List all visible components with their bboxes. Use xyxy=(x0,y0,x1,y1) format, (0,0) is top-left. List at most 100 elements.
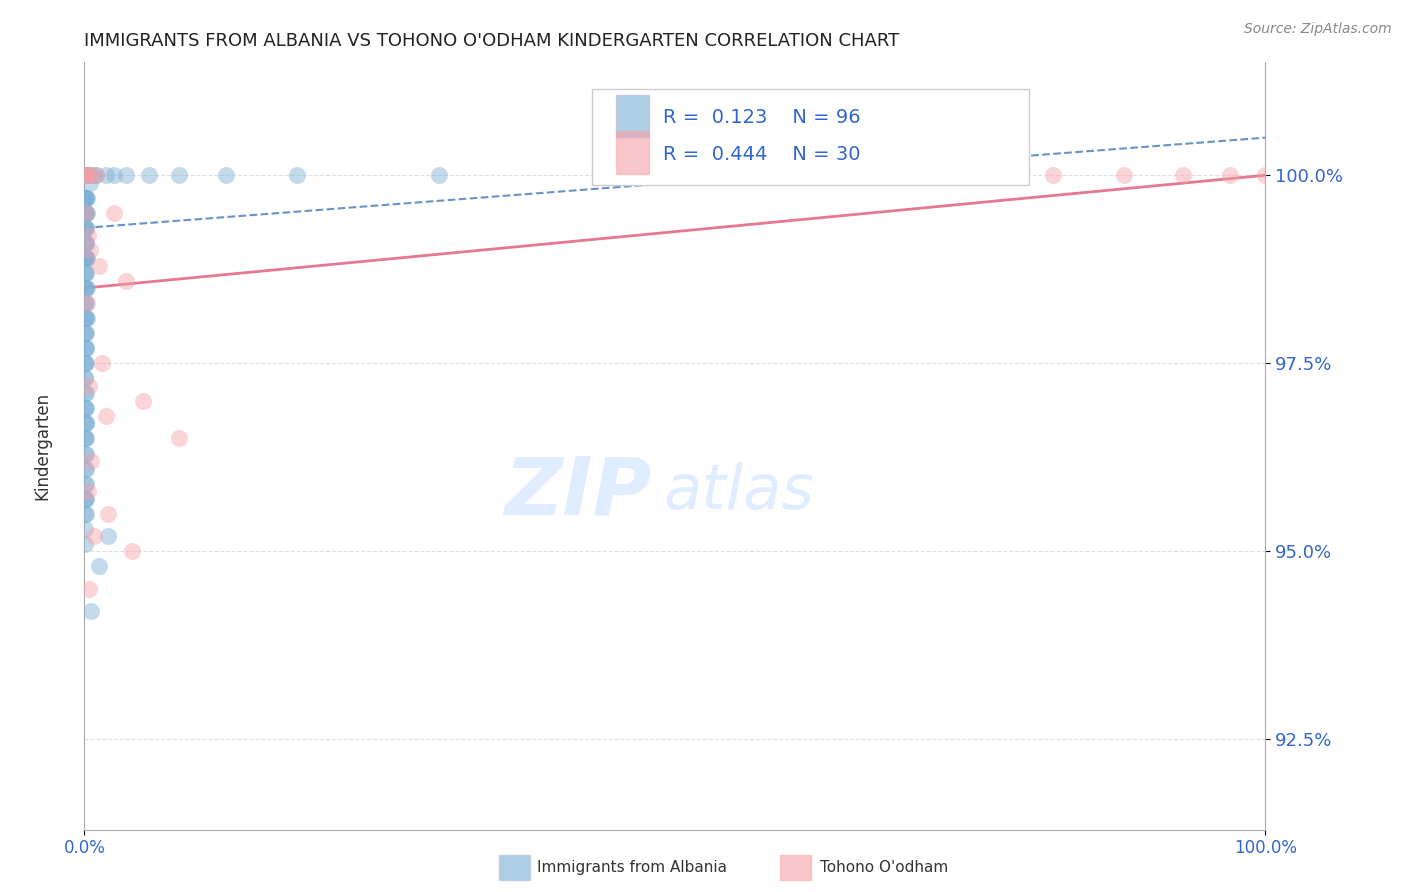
Point xyxy=(75,491,97,506)
Point xyxy=(132,393,155,408)
Point xyxy=(73,446,96,460)
Point xyxy=(91,356,114,370)
Point xyxy=(73,417,96,431)
Point xyxy=(94,409,117,423)
Point xyxy=(76,191,98,205)
Point xyxy=(103,206,125,220)
Point xyxy=(1042,168,1064,182)
Point xyxy=(80,454,103,468)
Point xyxy=(75,235,97,250)
Point xyxy=(138,168,160,182)
Point xyxy=(75,220,97,235)
Point xyxy=(84,168,107,182)
Point xyxy=(75,326,97,341)
Point xyxy=(75,235,97,250)
Point xyxy=(75,220,97,235)
Point xyxy=(87,559,110,574)
Point xyxy=(73,461,96,475)
Point xyxy=(73,522,96,536)
Point xyxy=(75,356,97,370)
Point xyxy=(75,168,97,182)
Point xyxy=(73,251,96,265)
Point xyxy=(94,168,117,182)
Point xyxy=(73,432,96,446)
Point xyxy=(76,417,98,431)
Point xyxy=(75,491,97,506)
Point xyxy=(73,311,96,326)
Point xyxy=(285,168,308,182)
Point xyxy=(75,326,97,341)
Point xyxy=(73,206,96,220)
Point xyxy=(79,168,101,182)
Point xyxy=(75,386,97,401)
Point xyxy=(79,176,101,190)
Point xyxy=(924,168,946,182)
Point xyxy=(73,537,96,551)
Point xyxy=(75,168,97,182)
Point xyxy=(73,476,96,491)
Point xyxy=(75,446,97,460)
Point xyxy=(1254,168,1277,182)
Point xyxy=(73,386,96,401)
Point xyxy=(76,251,98,265)
Point xyxy=(73,281,96,295)
Point xyxy=(121,544,143,558)
Point xyxy=(75,206,97,220)
Text: Immigrants from Albania: Immigrants from Albania xyxy=(537,861,727,875)
Point xyxy=(84,168,107,182)
Point xyxy=(75,206,97,220)
Point xyxy=(1219,168,1241,182)
Point xyxy=(75,281,97,295)
Point xyxy=(77,168,100,182)
Point xyxy=(114,274,136,288)
Point xyxy=(73,266,96,280)
Text: Tohono O'odham: Tohono O'odham xyxy=(820,861,948,875)
Point xyxy=(76,341,98,355)
Point xyxy=(73,191,96,205)
Text: atlas: atlas xyxy=(664,462,814,522)
Point xyxy=(76,235,98,250)
Point xyxy=(75,220,97,235)
Point xyxy=(75,371,97,385)
Point xyxy=(73,507,96,521)
FancyBboxPatch shape xyxy=(616,131,650,174)
Point xyxy=(73,168,96,182)
Point xyxy=(76,206,98,220)
Point xyxy=(75,296,97,310)
Point xyxy=(75,461,97,475)
Point xyxy=(75,432,97,446)
Point xyxy=(427,168,450,182)
Point xyxy=(75,432,97,446)
Point xyxy=(75,296,97,310)
Point xyxy=(73,371,96,385)
Point xyxy=(75,251,97,265)
Point xyxy=(76,168,98,182)
Point xyxy=(77,582,100,596)
Text: IMMIGRANTS FROM ALBANIA VS TOHONO O'ODHAM KINDERGARTEN CORRELATION CHART: IMMIGRANTS FROM ALBANIA VS TOHONO O'ODHA… xyxy=(84,32,900,50)
Point xyxy=(114,168,136,182)
Point xyxy=(76,281,98,295)
FancyBboxPatch shape xyxy=(616,95,650,136)
Point xyxy=(75,281,97,295)
Point xyxy=(103,168,125,182)
Point xyxy=(167,168,190,182)
Point xyxy=(75,507,97,521)
Point xyxy=(75,356,97,370)
Point xyxy=(76,168,98,182)
Point xyxy=(97,507,120,521)
Point xyxy=(1112,168,1135,182)
Point xyxy=(75,168,97,182)
Point xyxy=(605,168,627,182)
Point xyxy=(73,296,96,310)
Point xyxy=(77,484,100,499)
Text: ZIP: ZIP xyxy=(503,453,651,531)
Point xyxy=(76,311,98,326)
Point xyxy=(75,191,97,205)
Point xyxy=(75,266,97,280)
Point xyxy=(75,251,97,265)
Point xyxy=(75,341,97,355)
Point xyxy=(76,168,98,182)
Point xyxy=(80,604,103,618)
Point xyxy=(82,168,104,182)
Point xyxy=(75,311,97,326)
